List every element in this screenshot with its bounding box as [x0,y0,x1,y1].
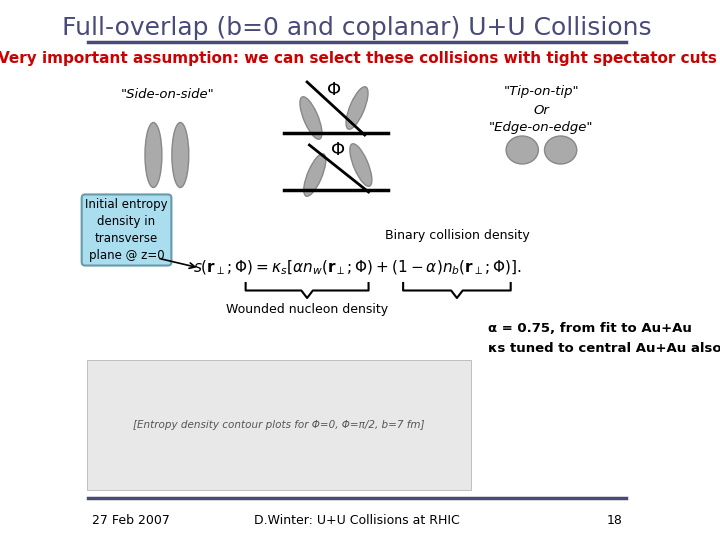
Text: α = 0.75, from fit to Au+Au: α = 0.75, from fit to Au+Au [487,321,691,334]
Text: "Side-on-side": "Side-on-side" [120,89,214,102]
Ellipse shape [350,144,372,186]
Ellipse shape [544,136,577,164]
Text: 27 Feb 2007: 27 Feb 2007 [92,514,170,526]
Text: Wounded nucleon density: Wounded nucleon density [226,303,388,316]
Text: Initial entropy
density in
transverse
plane @ z=0: Initial entropy density in transverse pl… [85,198,168,262]
Text: "Tip-on-tip"
Or
"Edge-on-edge": "Tip-on-tip" Or "Edge-on-edge" [489,85,594,134]
Text: 18: 18 [606,514,622,526]
Text: Full-overlap (b=0 and coplanar) U+U Collisions: Full-overlap (b=0 and coplanar) U+U Coll… [62,16,652,40]
Ellipse shape [172,123,189,187]
Text: [Entropy density contour plots for Φ=0, Φ=π/2, b=7 fm]: [Entropy density contour plots for Φ=0, … [133,420,424,430]
Ellipse shape [506,136,539,164]
Ellipse shape [304,154,325,196]
Text: κs tuned to central Au+Au also: κs tuned to central Au+Au also [487,341,720,354]
Text: $\Phi$: $\Phi$ [330,141,346,159]
Ellipse shape [346,87,368,129]
Text: Very important assumption: we can select these collisions with tight spectator c: Very important assumption: we can select… [0,51,716,65]
Text: $s(\mathbf{r}_\perp;\Phi) = \kappa_s\left[\alpha n_w(\mathbf{r}_\perp;\Phi) + (1: $s(\mathbf{r}_\perp;\Phi) = \kappa_s\lef… [193,259,521,277]
Ellipse shape [300,97,322,139]
FancyBboxPatch shape [86,360,471,490]
Text: Binary collision density: Binary collision density [384,228,529,241]
Text: D.Winter: U+U Collisions at RHIC: D.Winter: U+U Collisions at RHIC [254,514,460,526]
Ellipse shape [145,123,162,187]
Text: $\Phi$: $\Phi$ [326,81,341,99]
